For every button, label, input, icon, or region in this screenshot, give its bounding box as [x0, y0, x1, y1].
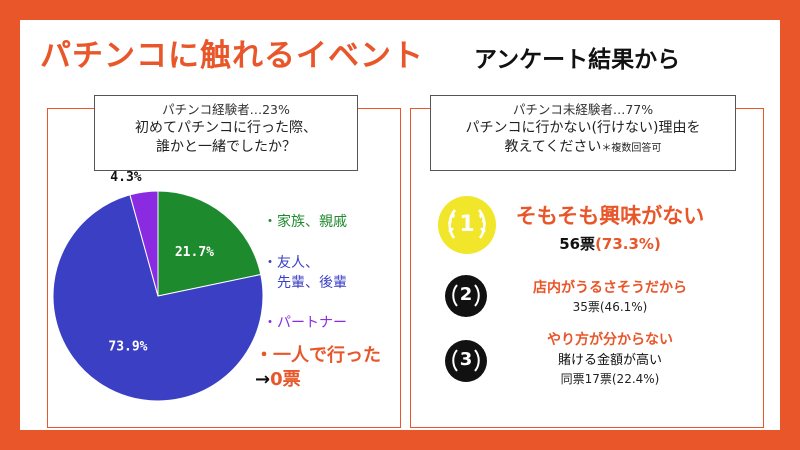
legend-partner: ・パートナー — [263, 315, 347, 331]
legend-friends-line: 先輩、後輩 — [277, 275, 347, 291]
pie-data-label: 73.9% — [108, 339, 147, 354]
pie-slice — [129, 190, 159, 297]
rank-3-number: 3 — [459, 349, 473, 370]
rank-1-percent: (73.3%) — [595, 235, 661, 253]
multiple-answer-note: ＊複数回答可 — [601, 143, 662, 154]
legend-alone: ・一人で行った →0票 — [255, 344, 381, 392]
inexperienced-share: パチンコ未経験者…77% — [512, 102, 654, 117]
experienced-question-line: 初めてパチンコに行った際、 — [135, 120, 317, 136]
experienced-question-box: パチンコ経験者…23% 初めてパチンコに行った際、 誰かと一緒でしたか？ — [94, 95, 358, 171]
legend-friends: ・友人、 先輩、後輩 — [263, 253, 347, 293]
pie-data-label: 21.7% — [175, 245, 214, 260]
laurel-wreath-icon — [438, 196, 496, 254]
legend-family: ・家族、親戚 — [263, 214, 347, 230]
pie-data-label: 4.3% — [110, 170, 141, 185]
rank-3-subtitle: 賭ける金額が高い — [557, 353, 662, 368]
rank-2-title: 店内がうるさそうだから — [533, 280, 687, 296]
inexperienced-question-line: パチンコに行かない(行けない)理由を — [465, 120, 701, 136]
rank-1-number: 1 — [459, 212, 475, 237]
experienced-share: パチンコ経験者…23% — [162, 102, 290, 117]
pie-slice — [52, 194, 264, 402]
inexperienced-question-line: 教えてください — [504, 139, 602, 155]
rank-3-title: やり方が分からない — [547, 332, 673, 348]
legend-alone-line: ・一人で行った — [255, 345, 381, 366]
rank-3-count: 同票17票(22.4%) — [560, 372, 660, 386]
legend-friends-line: ・友人、 — [263, 255, 319, 271]
rank-2-number: 2 — [459, 284, 473, 305]
pie-slice — [157, 190, 262, 297]
page-subtitle: アンケート結果から — [474, 47, 681, 73]
arrow-right-icon: → — [255, 369, 271, 390]
page-title: パチンコに触れるイベント — [40, 38, 424, 74]
laurel-wreath-icon — [445, 275, 487, 317]
rank-1-title: そもそも興味がない — [515, 204, 705, 228]
legend-alone-votes: 0票 — [270, 369, 301, 390]
rank-2-count: 35票(46.1%) — [572, 300, 648, 314]
rank-1-count: 56票(73.3%) — [500, 233, 720, 254]
laurel-wreath-icon — [445, 340, 487, 382]
inexperienced-question-box: パチンコ未経験者…77% パチンコに行かない(行けない)理由を 教えてください＊… — [430, 95, 736, 171]
experienced-question-line: 誰かと一緒でしたか？ — [156, 139, 296, 155]
rank-1-votes: 56票 — [559, 235, 596, 253]
